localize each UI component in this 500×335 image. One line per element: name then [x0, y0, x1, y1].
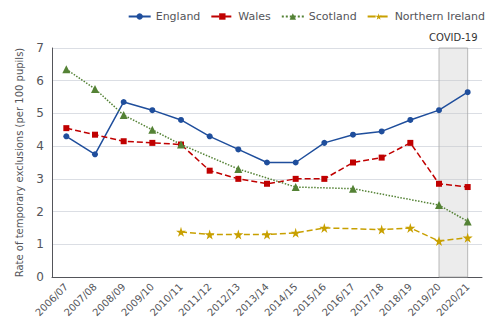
svg-text:6: 6 [36, 74, 44, 88]
svg-text:5: 5 [36, 106, 44, 120]
svg-text:2006/07: 2006/07 [33, 281, 71, 319]
svg-text:2014/15: 2014/15 [262, 281, 300, 319]
svg-text:2020/21: 2020/21 [434, 281, 471, 318]
svg-text:2013/14: 2013/14 [233, 281, 271, 319]
svg-text:4: 4 [36, 139, 44, 153]
svg-text:2017/18: 2017/18 [348, 281, 386, 319]
svg-text:England: England [156, 10, 201, 23]
svg-text:2007/08: 2007/08 [61, 281, 99, 319]
svg-text:2010/11: 2010/11 [147, 281, 185, 319]
svg-text:1: 1 [36, 237, 44, 251]
svg-text:3: 3 [36, 172, 44, 186]
svg-text:Scotland: Scotland [309, 10, 357, 23]
svg-text:Rate of temporary exclusions (: Rate of temporary exclusions (per 100 pu… [14, 48, 25, 278]
svg-text:Wales: Wales [238, 10, 271, 23]
svg-text:2012/13: 2012/13 [205, 281, 243, 319]
svg-text:2018/19: 2018/19 [377, 281, 415, 319]
svg-text:2019/20: 2019/20 [405, 281, 443, 319]
svg-text:2: 2 [36, 205, 44, 219]
svg-text:7: 7 [36, 41, 44, 55]
svg-text:2015/16: 2015/16 [291, 281, 329, 319]
svg-text:Northern Ireland: Northern Ireland [395, 10, 485, 23]
svg-text:2009/10: 2009/10 [119, 281, 157, 319]
svg-text:2016/17: 2016/17 [319, 281, 357, 319]
svg-text:0: 0 [36, 270, 44, 284]
svg-text:2008/09: 2008/09 [90, 281, 128, 319]
svg-text:2011/12: 2011/12 [176, 281, 214, 319]
svg-text:COVID-19: COVID-19 [429, 32, 478, 43]
